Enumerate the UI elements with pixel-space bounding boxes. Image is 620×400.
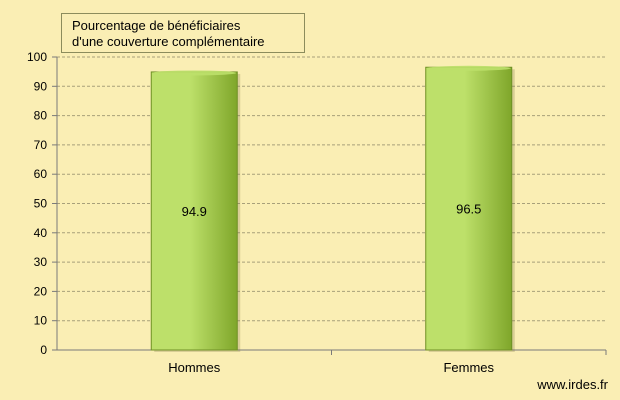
y-tick-label: 100: [27, 50, 47, 64]
bars: [150, 65, 515, 353]
bar-femmes: [425, 66, 513, 351]
x-tick-label: Femmes: [443, 360, 494, 375]
chart-title-box: Pourcentage de bénéficiaires d'une couve…: [61, 13, 305, 53]
y-tick-label: 50: [34, 197, 48, 211]
y-tick-label: 0: [40, 343, 47, 357]
y-tick-label: 20: [34, 284, 48, 298]
y-tick-label: 60: [34, 167, 48, 181]
y-tick-label: 40: [34, 226, 48, 240]
y-tick-label: 70: [34, 138, 48, 152]
chart-title-line-1: Pourcentage de bénéficiaires: [72, 18, 241, 33]
y-tick-label: 30: [34, 255, 48, 269]
chart-title-line-2: d'une couverture complémentaire: [72, 34, 265, 49]
y-tick-label: 10: [34, 314, 48, 328]
gridlines: [57, 56, 606, 322]
data-label: 96.5: [456, 202, 481, 217]
y-tick-label: 90: [34, 79, 48, 93]
x-tick-label: Hommes: [168, 360, 221, 375]
bar-hommes: [150, 71, 238, 351]
source-watermark: www.irdes.fr: [537, 377, 608, 392]
axes: [52, 56, 607, 355]
bar-top-highlight: [152, 70, 237, 76]
y-tick-label: 80: [34, 109, 48, 123]
data-label: 94.9: [182, 204, 207, 219]
bar-top-highlight: [426, 65, 511, 71]
labels: 0 10 20 30 40 50 60 70 80 90 100 94.9 Hommes 96.5 Femm…: [27, 50, 495, 375]
